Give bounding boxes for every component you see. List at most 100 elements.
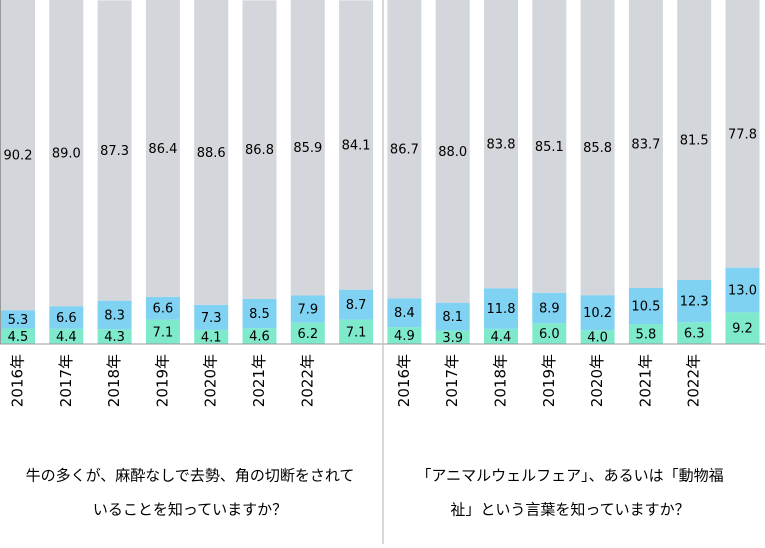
question-text: 祉」という言葉を知っていますか？ (450, 501, 689, 519)
value-label: 81.5 (680, 133, 709, 148)
bar-segment (339, 289, 374, 320)
value-label: 4.0 (587, 331, 608, 346)
value-label: 4.9 (394, 329, 415, 344)
value-label: 89.0 (52, 147, 81, 162)
bar-segment (49, 328, 84, 344)
bar-segment (532, 292, 567, 324)
bar-segment (290, 322, 325, 344)
x-tick-label: 2020年 (588, 354, 606, 407)
bar-segment (435, 0, 470, 303)
value-label: 10.2 (583, 306, 612, 321)
value-label: 8.9 (539, 302, 560, 317)
x-tick-label: 2018年 (105, 354, 123, 407)
bar-segment (532, 0, 567, 293)
bar-segment (387, 327, 422, 344)
value-label: 86.8 (245, 143, 274, 158)
value-label: 6.3 (684, 327, 705, 342)
value-label: 13.0 (728, 283, 757, 298)
value-label: 88.6 (197, 146, 226, 161)
bar-segment (1, 0, 35, 311)
bar-segment (580, 295, 615, 331)
value-label: 7.1 (153, 325, 174, 340)
x-tick-label: 2020年 (202, 354, 220, 407)
bar-segment (387, 298, 422, 328)
x-tick-label: 2016年 (9, 354, 27, 407)
bar-segment (484, 328, 518, 344)
value-label: 83.7 (631, 137, 660, 152)
bar-segment (1, 310, 35, 329)
bar-segment (49, 306, 84, 329)
bar-segment (145, 319, 180, 344)
value-label: 6.6 (56, 311, 77, 326)
value-label: 85.1 (535, 140, 564, 155)
bar-segment (677, 280, 712, 323)
bar-segment (339, 319, 374, 344)
value-label: 5.3 (8, 313, 29, 328)
x-tick-label: 2021年 (636, 354, 654, 407)
value-label: 6.2 (297, 327, 318, 342)
bar-segment (725, 0, 760, 268)
bar-segment (484, 288, 518, 329)
x-tick-label: 2021年 (250, 354, 268, 407)
value-label: 86.7 (390, 143, 419, 158)
value-label: 7.1 (346, 325, 367, 340)
bar-segment (97, 300, 132, 330)
bar-segment (435, 330, 470, 344)
bar-segment (97, 0, 132, 301)
bar-segment (145, 0, 180, 297)
x-tick-label: 2017年 (443, 354, 461, 407)
bar-segment (532, 323, 567, 344)
x-tick-label: 2016年 (395, 354, 413, 407)
bar-segment (387, 0, 422, 299)
value-label: 9.2 (732, 322, 753, 337)
value-label: 11.8 (487, 302, 516, 317)
bar-segment (484, 0, 518, 289)
bar-segment (242, 298, 277, 329)
value-label: 90.2 (4, 149, 33, 164)
value-label: 8.3 (104, 308, 125, 323)
bar-segment (242, 0, 277, 299)
bar-segment (725, 267, 760, 313)
x-tick-label: 2019年 (153, 354, 171, 407)
bar-segment (49, 0, 84, 307)
x-tick-label: 2018年 (492, 354, 510, 407)
value-label: 4.4 (56, 330, 77, 345)
value-label: 85.8 (583, 141, 612, 156)
bar-segment (677, 322, 712, 344)
value-label: 77.8 (728, 127, 757, 142)
bar-segment (580, 0, 615, 296)
question-text: いることを知っていますか？ (93, 501, 287, 519)
bar-segment (628, 0, 663, 288)
value-label: 4.3 (104, 330, 125, 345)
bar-segment (97, 329, 132, 344)
value-label: 7.9 (297, 303, 318, 318)
x-tick-label: 2019年 (540, 354, 558, 407)
value-label: 4.5 (8, 330, 29, 345)
value-label: 12.3 (680, 295, 709, 310)
value-label: 87.3 (100, 144, 129, 159)
bar-segment (290, 0, 325, 296)
value-label: 10.5 (631, 299, 660, 314)
value-label: 4.1 (201, 330, 222, 345)
bar-segment (242, 328, 277, 344)
bar-segment (628, 324, 663, 344)
value-label: 8.7 (346, 298, 367, 313)
bar-segment (194, 329, 229, 344)
bar-segment (339, 0, 374, 290)
bar-segment (194, 0, 229, 305)
bar-segment (1, 328, 35, 344)
value-label: 4.6 (249, 330, 270, 345)
question-text: 牛の多くが、麻酔なしで去勢、角の切断をされて (26, 467, 355, 485)
value-label: 6.0 (539, 327, 560, 342)
bar-segment (580, 330, 615, 344)
bar-segment (677, 0, 712, 281)
bar-segment (145, 296, 180, 320)
value-label: 86.4 (148, 142, 177, 157)
x-tick-label: 2022年 (298, 354, 316, 407)
value-label: 7.3 (201, 311, 222, 326)
value-label: 8.4 (394, 306, 415, 321)
bar-segment (725, 312, 760, 344)
value-label: 6.6 (153, 302, 174, 317)
bar-segment (290, 295, 325, 323)
